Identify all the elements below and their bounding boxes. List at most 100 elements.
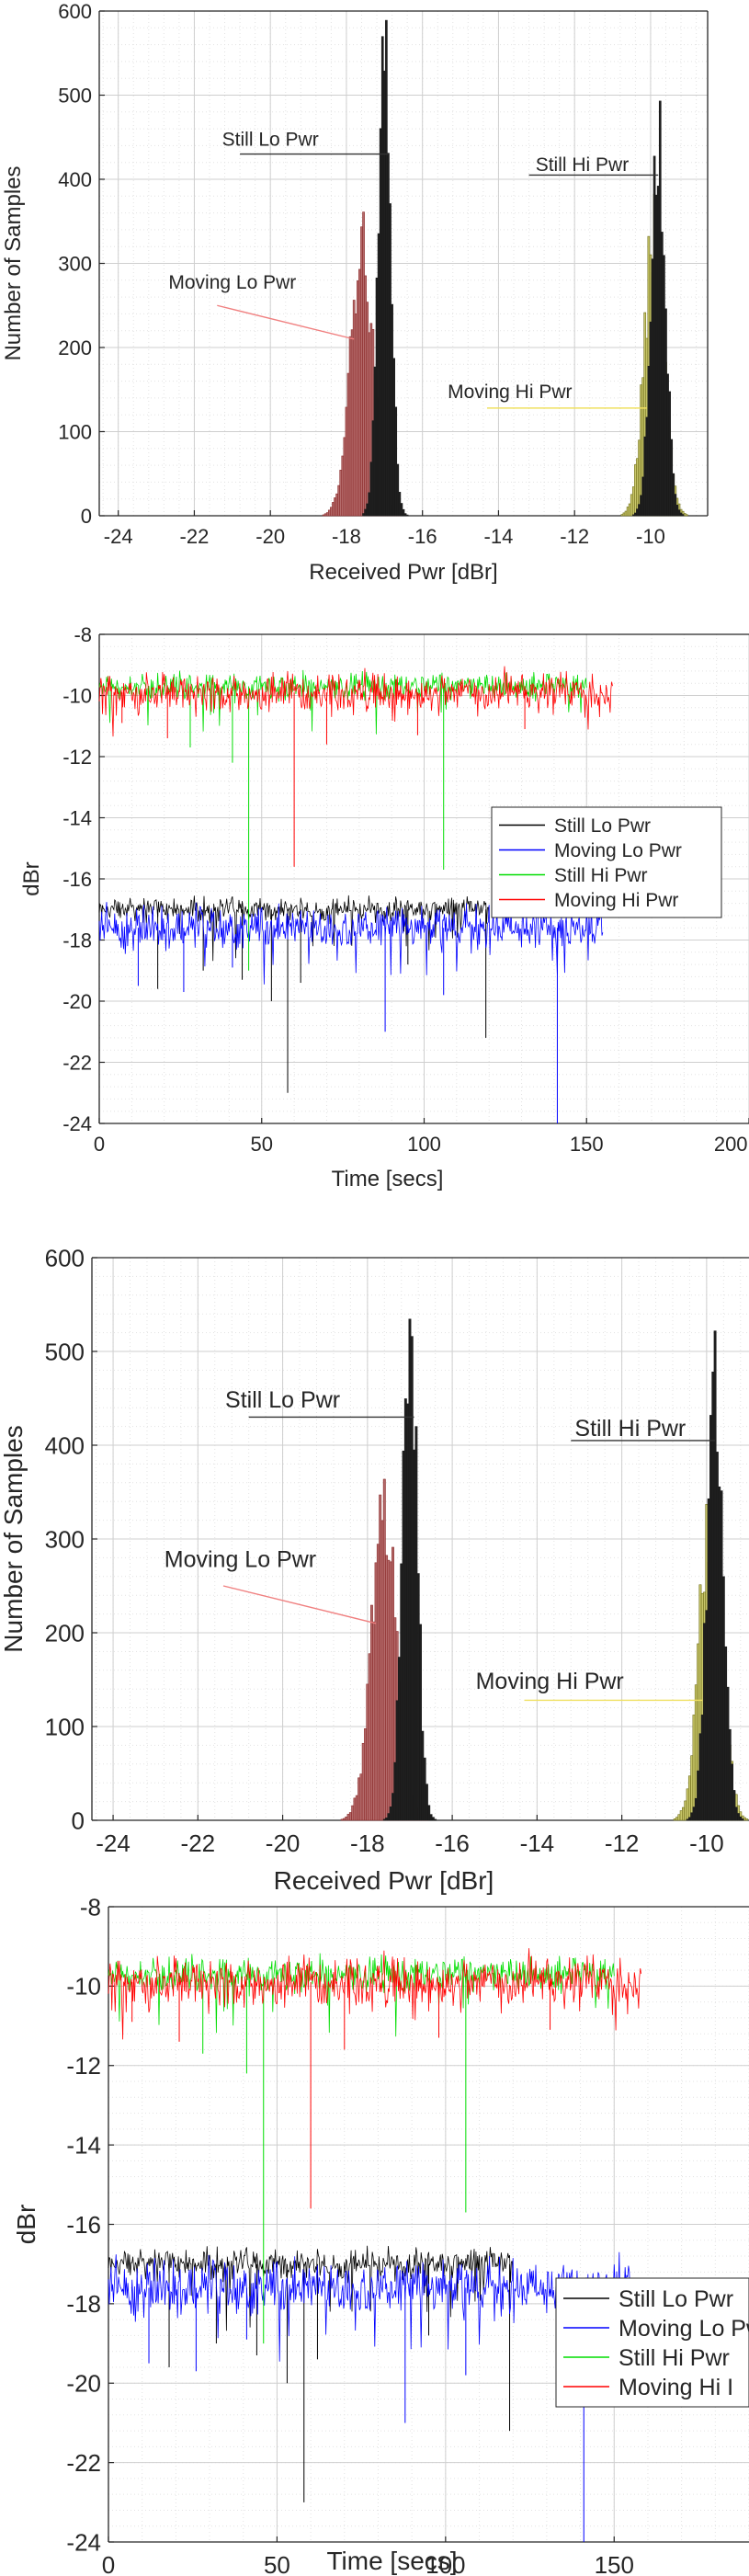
histogram-bar [361, 1742, 365, 1821]
histogram-bar [634, 512, 637, 517]
histogram-bar [636, 508, 639, 517]
x-tick-label: 200 [714, 1133, 748, 1156]
annotation-label: Moving Hi Pwr [476, 1669, 624, 1694]
legend-entry: Still Lo Pwr [554, 815, 651, 837]
histogram-bar [634, 464, 637, 517]
histogram-bar [408, 1318, 412, 1821]
legend-box [555, 2277, 749, 2408]
histogram-bar [410, 1336, 414, 1821]
histogram-bar [683, 513, 687, 517]
histogram-bar [674, 494, 677, 517]
histogram-bar [739, 1816, 743, 1821]
histogram-bar [686, 1788, 689, 1821]
series-still-lo-pwr [108, 2245, 514, 2502]
annotation-label: Still Hi Pwr [574, 1416, 686, 1442]
histogram-bar [664, 308, 667, 517]
histogram-bar [339, 470, 343, 517]
histogram-bar [661, 232, 664, 517]
histogram-bar [677, 1814, 681, 1821]
histogram-bar [400, 503, 403, 517]
y-tick-label: 500 [58, 84, 92, 107]
x-tick-label: 150 [595, 2551, 634, 2576]
histogram-bar [419, 1624, 422, 1821]
histogram-bar [362, 211, 365, 517]
histogram-bar [703, 1623, 707, 1821]
histogram-bar [641, 476, 644, 517]
annotation-label: Moving Lo Pwr [168, 272, 296, 293]
histogram-bar [709, 1415, 712, 1821]
histogram-bar [620, 514, 624, 517]
histogram-bar [690, 1812, 694, 1821]
histogram-bar [379, 128, 382, 517]
histogram-bar [402, 508, 405, 517]
series-line [108, 2251, 631, 2362]
histogram-bar [734, 1807, 738, 1821]
y-tick-label: -14 [66, 2131, 101, 2159]
y-tick-label: -8 [74, 623, 92, 646]
histogram-bar [726, 1686, 730, 1821]
annotation-label: Moving Hi Pwr [448, 382, 572, 403]
histogram-bar [348, 336, 352, 517]
histogram-bar [405, 514, 409, 517]
histogram-bar [375, 278, 379, 517]
histogram-bar [382, 1478, 386, 1821]
histogram-bar [403, 513, 407, 517]
histogram-bar [345, 1816, 348, 1821]
histogram-bar [427, 1805, 431, 1821]
x-axis-label: Time [secs] [326, 2547, 457, 2575]
histogram-bar [711, 1371, 715, 1821]
histogram-bar [741, 1818, 744, 1821]
y-tick-label: 600 [45, 1244, 85, 1271]
histogram-bar [403, 1398, 407, 1821]
y-tick-label: -24 [62, 1112, 92, 1135]
histogram-bar [694, 1797, 698, 1821]
histogram-bar [675, 505, 679, 517]
histogram-bar [653, 155, 656, 517]
histogram-bar [638, 504, 641, 517]
histogram-bar [737, 1813, 740, 1821]
histogram-bar [346, 1814, 350, 1821]
y-tick-label: 200 [58, 336, 92, 359]
x-tick-label: -20 [266, 1829, 301, 1857]
x-tick-label: 50 [264, 2551, 290, 2576]
histogram-bar [373, 366, 377, 517]
x-tick-label: 0 [94, 1133, 105, 1156]
series-line [108, 1953, 615, 2037]
histogram-bar [389, 203, 392, 517]
histogram-bar [636, 458, 639, 517]
series-moving-lo-pwr [98, 900, 604, 1123]
histogram-bar [366, 302, 369, 517]
histogram-bar [431, 1817, 435, 1821]
y-tick-label: -14 [62, 806, 92, 829]
y-tick-label: -24 [66, 2528, 101, 2556]
histogram-bar [626, 507, 630, 517]
histogram-bar [402, 1450, 405, 1821]
series-line [108, 1948, 641, 2040]
histogram-bar [398, 492, 402, 517]
histogram-bar [681, 514, 685, 517]
y-tick-label: 0 [72, 1807, 85, 1834]
histogram-bar [374, 1562, 378, 1821]
histogram-bar [352, 300, 356, 517]
annotation-label: Still Lo Pwr [225, 1387, 340, 1413]
series-moving-hi-pwr [98, 666, 613, 867]
panel-3-axes: -24 -22 -20 -18 -16 -14 -12 -10 0 100 200 300 400 500… [0, 1244, 749, 1895]
histogram-bar [369, 462, 373, 517]
series-moving-lo-pwr [108, 2251, 631, 2542]
annotation-label: Moving Lo Pwr [165, 1547, 316, 1573]
histogram-bar [643, 436, 647, 517]
histogram-bar [368, 332, 371, 517]
y-axis-label: dBr [19, 861, 44, 895]
y-axis-label: Number of Samples [1, 165, 26, 360]
histogram-bar [391, 303, 393, 517]
histogram-bar [624, 510, 628, 517]
histogram-bar [663, 255, 665, 517]
y-tick-label: 100 [45, 1713, 85, 1740]
histogram-bar [622, 512, 626, 517]
histogram-bar [677, 509, 681, 517]
x-tick-label: -10 [636, 525, 665, 548]
histogram-bar [385, 19, 388, 517]
histogram-bar [330, 507, 333, 517]
histogram-bar [718, 1486, 721, 1821]
